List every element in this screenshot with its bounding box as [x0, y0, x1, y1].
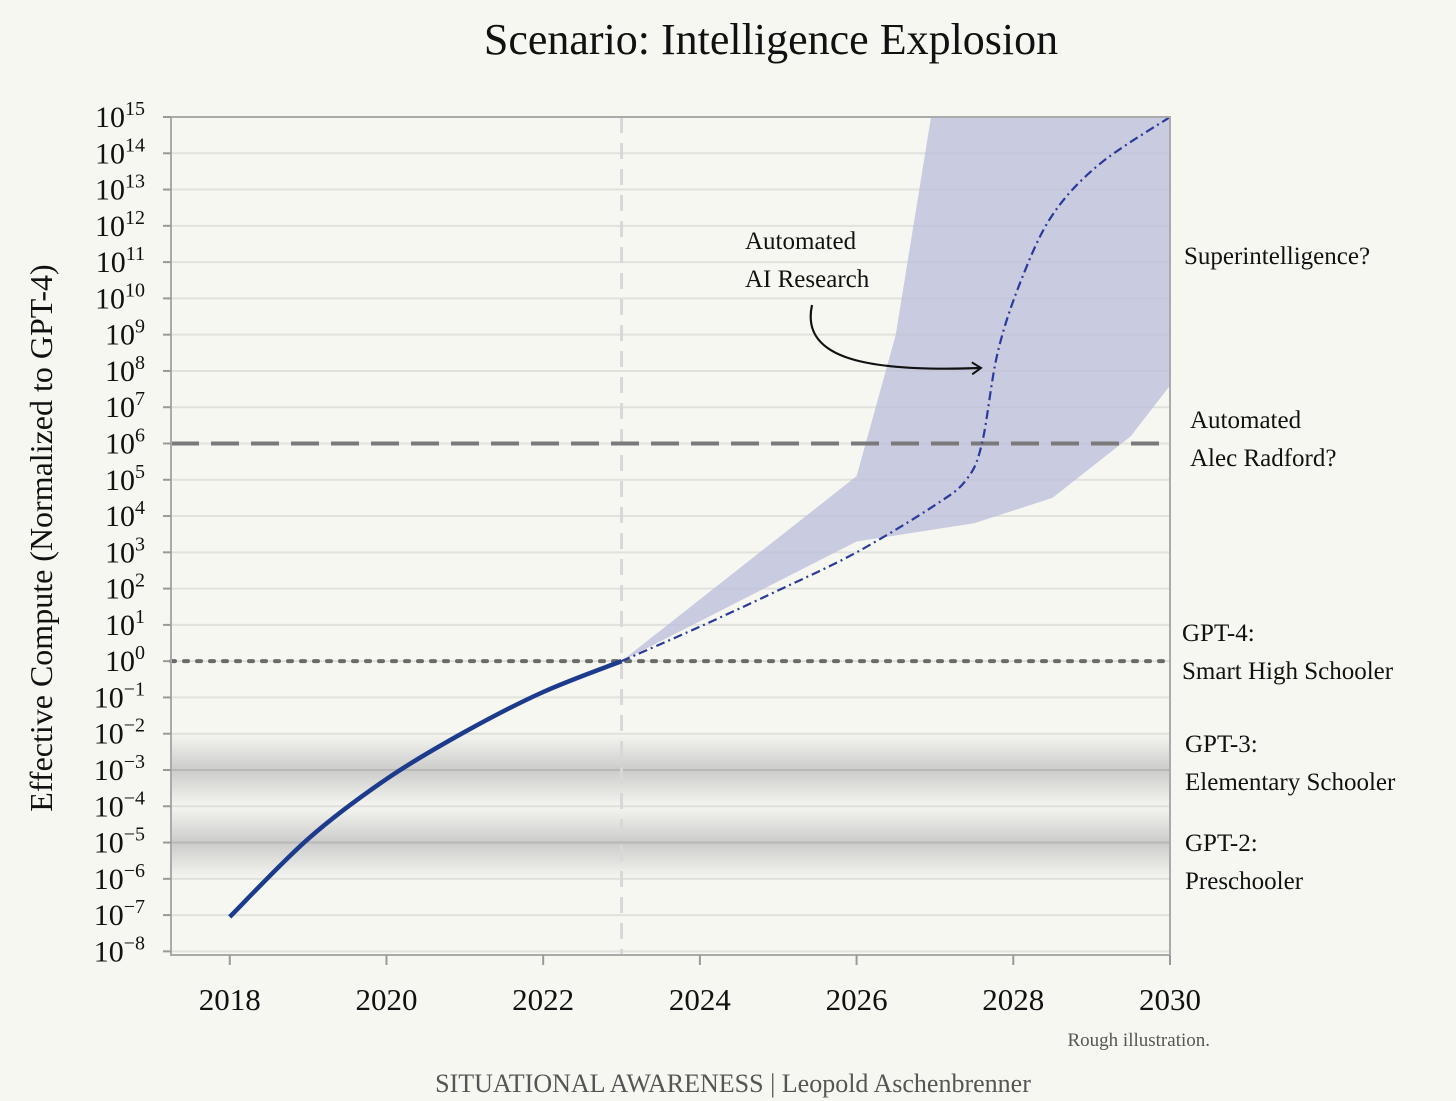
y-tick-label: 1014 [95, 134, 145, 170]
y-tick-label: 10−7 [94, 896, 145, 932]
annotation-label: Preschooler [1185, 868, 1304, 895]
annotation-arrow [809, 304, 983, 376]
annotation-label: Elementary Schooler [1185, 769, 1396, 796]
y-tick-label: 1012 [95, 207, 145, 243]
x-tick-label: 2026 [826, 982, 888, 1017]
y-tick-label: 107 [105, 388, 145, 424]
y-tick-label: 104 [105, 497, 145, 533]
x-tick-label: 2022 [512, 982, 574, 1017]
x-tick-label: 2028 [982, 982, 1044, 1017]
chart-title: Scenario: Intelligence Explosion [484, 15, 1058, 64]
x-tick-label: 2030 [1139, 982, 1201, 1017]
chart-note: Rough illustration. [1068, 1030, 1211, 1051]
y-tick-label: 105 [105, 461, 145, 497]
annotation-automated-research-line2: AI Research [745, 266, 870, 293]
annotation-label: Smart High Schooler [1182, 658, 1394, 685]
annotation-label: GPT-4: [1182, 620, 1255, 647]
annotation-label: Automated [1190, 407, 1302, 434]
y-tick-label: 10−6 [94, 860, 145, 896]
annotation-label: Alec Radford? [1190, 445, 1336, 472]
y-tick-label: 103 [105, 533, 145, 569]
right-annotations: Superintelligence? Automated Alec Radford?… [1182, 243, 1396, 895]
reference-bands [171, 731, 1170, 881]
reference-lines [169, 441, 1172, 664]
y-ticks: 1015101410131012101110101091081071061051… [94, 98, 171, 968]
x-tick-label: 2024 [669, 982, 732, 1017]
y-tick-label: 101 [105, 606, 145, 642]
plot-frame [170, 116, 1171, 956]
y-tick-label: 10−4 [94, 787, 145, 823]
y-tick-label: 100 [105, 642, 145, 678]
y-tick-label: 1013 [95, 171, 145, 207]
annotation-automated-research-line1: Automated [745, 228, 857, 255]
series [228, 116, 1171, 919]
y-tick-label: 10−8 [94, 932, 145, 968]
y-tick-label: 108 [105, 352, 145, 388]
chart-footer: SITUATIONAL AWARENESS | Leopold Aschenbr… [435, 1069, 1031, 1098]
y-tick-label: 102 [105, 570, 145, 606]
y-tick-label: 10−1 [94, 678, 145, 714]
y-tick-label: 1011 [96, 243, 145, 279]
y-tick-label: 1010 [95, 279, 145, 315]
x-ticks: 2018 2020 2022 2024 2026 2028 2030 [199, 955, 1201, 1017]
y-tick-label: 1015 [95, 98, 145, 134]
y-tick-label: 106 [105, 424, 145, 460]
y-tick-label: 109 [105, 316, 145, 352]
series-line-1 [228, 659, 623, 919]
annotation-label: Superintelligence? [1184, 243, 1370, 270]
series-line-2 [621, 116, 1171, 663]
annotation-label: GPT-2: [1185, 830, 1258, 857]
x-tick-label: 2020 [355, 982, 417, 1017]
y-tick-label: 10−3 [94, 751, 145, 787]
x-tick-label: 2018 [199, 982, 261, 1017]
y-tick-label: 10−2 [94, 715, 145, 751]
y-tick-label: 10−5 [94, 824, 145, 860]
annotation-label: GPT-3: [1185, 731, 1258, 758]
y-axis-label: Effective Compute (Normalized to GPT-4) [23, 264, 59, 811]
